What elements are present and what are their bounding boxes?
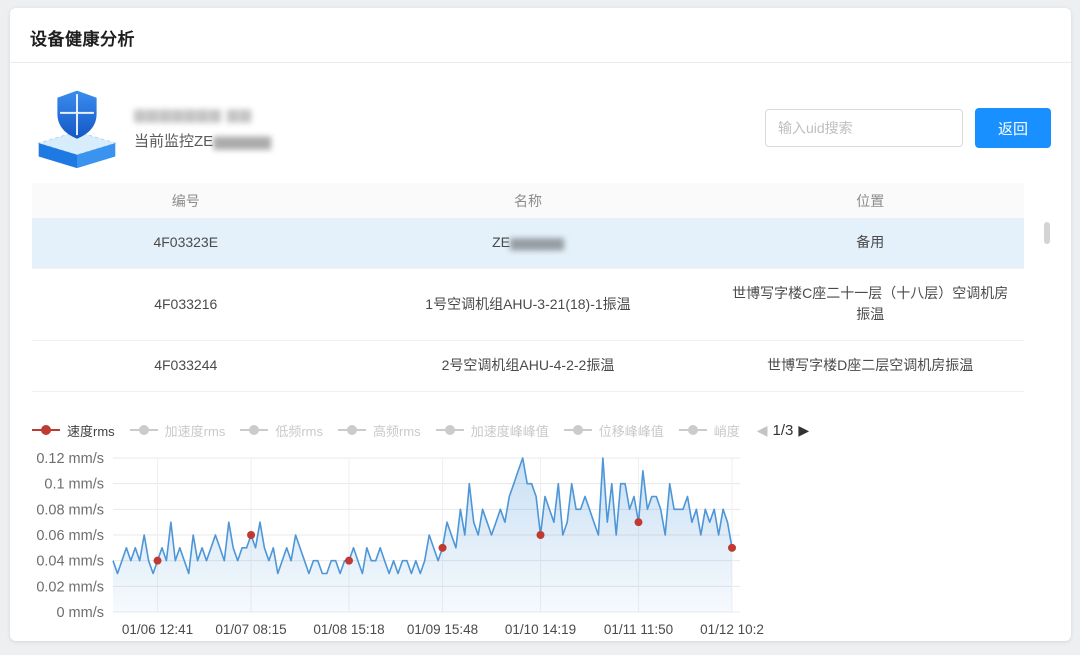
svg-text:0.04 mm/s: 0.04 mm/s <box>36 554 104 570</box>
legend-pager: ◀ 1/3 ▶ <box>757 422 809 439</box>
table-scrollbar-thumb[interactable] <box>1044 222 1050 244</box>
device-name-masked: ▆▆▆▆▆▆▆ ▆▆ <box>134 106 252 123</box>
uid-search-input[interactable] <box>765 109 963 147</box>
cell-name: ZE▆▆▆▆▆ <box>339 218 717 269</box>
legend-label: 位移峰峰值 <box>598 423 664 439</box>
legend-label: 峭度 <box>713 423 740 439</box>
cell-location: 世博写字楼C座二十一层（十八层）空调机房振温 <box>716 267 1024 341</box>
chart-legend: 速度rms 加速度rms 低频rms 高频rms 加速度峰峰值 位移峰峰值 峭度 ◀ 1/3… <box>32 418 1051 442</box>
table-header-row: 编号 名称 位置 <box>32 183 1024 218</box>
device-health-card: 设备健康分析 ▆▆▆▆▆▆▆ ▆▆ 当前监控ZE▆▆▆▆▆ 返回 <box>10 8 1071 641</box>
cell-id: 4F033216 <box>32 267 340 341</box>
cell-id: 4F033244 <box>32 340 340 392</box>
legend-marker-icon <box>129 425 158 435</box>
svg-text:0 mm/s: 0 mm/s <box>56 605 104 621</box>
svg-text:01/06 12:41: 01/06 12:41 <box>122 622 193 637</box>
table-row[interactable]: 4F033244 2号空调机组AHU-4-2-2振温 世博写字楼D座二层空调机房振温 <box>32 340 1024 392</box>
svg-text:01/07 08:15: 01/07 08:15 <box>215 622 286 637</box>
column-header-location: 位置 <box>716 183 1024 218</box>
svg-text:0.12 mm/s: 0.12 mm/s <box>36 451 104 467</box>
trend-chart: 0 mm/s 0.02 mm/s 0.04 mm/s 0.06 mm/s 0.08 mm… <box>36 451 764 637</box>
table-row[interactable]: 4F033216 1号空调机组AHU-3-21(18)-1振温 世博写字楼C座二十一… <box>32 267 1024 341</box>
legend-label: 高频rms <box>373 423 421 439</box>
cell-name: 2号空调机组AHU-4-2-2振温 <box>339 340 717 392</box>
legend-page-indicator: 1/3 <box>772 421 794 439</box>
legend-items: 速度rms 加速度rms 低频rms 高频rms 加速度峰峰值 位移峰峰值 峭度 <box>32 421 755 440</box>
cell-location: 备用 <box>716 218 1024 269</box>
svg-text:0.08 mm/s: 0.08 mm/s <box>36 502 104 518</box>
svg-text:01/08 15:18: 01/08 15:18 <box>313 622 384 637</box>
device-monitor-text: 当前监控ZE▆▆▆▆▆ <box>134 133 271 150</box>
legend-label: 低频rms <box>275 423 324 439</box>
legend-marker-icon <box>563 425 592 435</box>
legend-label: 加速度rms <box>164 423 226 439</box>
legend-marker-icon <box>338 425 367 435</box>
device-table: 编号 名称 位置 4F03323E ZE▆▆▆▆▆ 备用 4F033216 1号空调机组… <box>32 183 1024 392</box>
legend-marker-icon <box>678 425 707 435</box>
legend-item-5[interactable]: 位移峰峰值 <box>563 421 664 440</box>
cell-location: 世博写字楼D座二层空调机房振温 <box>716 340 1024 392</box>
device-info-section: ▆▆▆▆▆▆▆ ▆▆ 当前监控ZE▆▆▆▆▆ 返回 <box>32 86 1051 170</box>
legend-pager-next-icon[interactable]: ▶ <box>798 421 810 438</box>
legend-pager-prev-icon[interactable]: ◀ <box>756 421 768 438</box>
legend-item-4[interactable]: 加速度峰峰值 <box>435 421 549 440</box>
header-divider <box>10 62 1071 63</box>
trend-chart-box: 0 mm/s 0.02 mm/s 0.04 mm/s 0.06 mm/s 0.08 mm… <box>26 436 1070 645</box>
legend-item-0[interactable]: 速度rms <box>32 421 115 440</box>
legend-item-1[interactable]: 加速度rms <box>129 421 226 440</box>
svg-text:0.06 mm/s: 0.06 mm/s <box>36 528 104 544</box>
legend-item-3[interactable]: 高频rms <box>338 421 421 440</box>
cell-name: 1号空调机组AHU-3-21(18)-1振温 <box>339 267 717 341</box>
table-row[interactable]: 4F03323E ZE▆▆▆▆▆ 备用 <box>32 218 1024 269</box>
column-header-id: 编号 <box>32 183 340 218</box>
svg-text:01/10 14:19: 01/10 14:19 <box>505 622 576 637</box>
svg-text:01/09 15:48: 01/09 15:48 <box>407 622 478 637</box>
legend-label: 加速度峰峰值 <box>470 423 549 439</box>
svg-text:01/11 11:50: 01/11 11:50 <box>604 622 673 637</box>
column-header-name: 名称 <box>339 183 717 218</box>
legend-label: 速度rms <box>67 423 115 439</box>
cell-name-masked: ▆▆▆▆▆ <box>510 234 564 250</box>
back-button[interactable]: 返回 <box>975 108 1051 148</box>
svg-text:01/12 10:2: 01/12 10:2 <box>700 622 764 637</box>
legend-item-6[interactable]: 峭度 <box>678 421 740 440</box>
legend-item-2[interactable]: 低频rms <box>240 421 323 440</box>
device-meta: ▆▆▆▆▆▆▆ ▆▆ 当前监控ZE▆▆▆▆▆ <box>134 105 271 151</box>
legend-marker-icon <box>435 425 464 435</box>
legend-marker-icon <box>32 425 60 435</box>
table-body: 4F03323E ZE▆▆▆▆▆ 备用 4F033216 1号空调机组AHU-3-21(… <box>32 218 1024 392</box>
monitor-value-masked: ▆▆▆▆▆ <box>213 133 271 150</box>
page-title: 设备健康分析 <box>30 30 135 49</box>
svg-text:0.02 mm/s: 0.02 mm/s <box>36 579 104 595</box>
cell-id: 4F03323E <box>32 218 340 269</box>
device-table-wrap: 编号 名称 位置 4F03323E ZE▆▆▆▆▆ 备用 4F033216 1号空调机组… <box>32 183 1054 392</box>
legend-marker-icon <box>240 425 269 435</box>
svg-text:0.1 mm/s: 0.1 mm/s <box>44 477 104 493</box>
shield-platform-icon <box>37 90 117 169</box>
